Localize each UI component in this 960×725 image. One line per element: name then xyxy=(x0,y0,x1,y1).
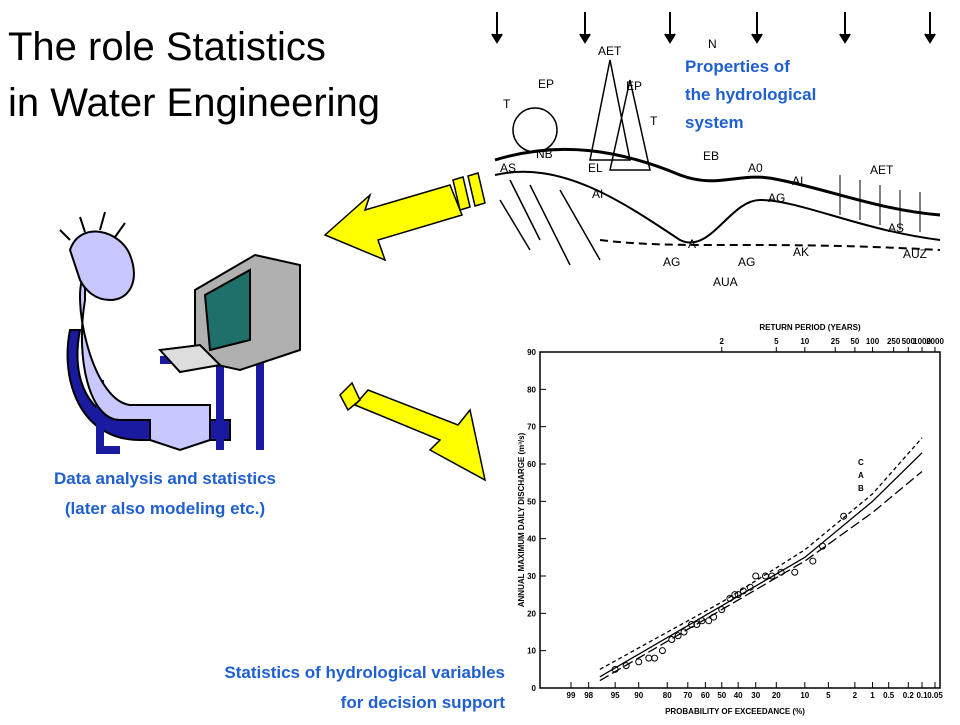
x2-axis-label: RETURN PERIOD (YEARS) xyxy=(759,323,861,332)
diagram-label: NB xyxy=(536,147,553,161)
caption: system xyxy=(685,113,744,132)
diagram-label: N xyxy=(708,37,717,51)
caption: (later also modeling etc.) xyxy=(65,499,265,518)
data-point xyxy=(658,647,666,655)
data-point xyxy=(693,621,701,629)
x2-tick-label: 10 xyxy=(800,337,809,346)
y-tick-label: 80 xyxy=(527,385,536,394)
data-point xyxy=(768,572,776,580)
data-point xyxy=(622,662,630,670)
x-tick-label: 2 xyxy=(853,691,858,700)
x2-tick-label: 2 xyxy=(720,337,725,346)
x-tick-label: 5 xyxy=(826,691,831,700)
y-axis-label: ANNUAL MAXIMUM DAILY DISCHARGE (m³/s) xyxy=(517,432,526,607)
x-tick-label: 50 xyxy=(717,691,726,700)
x-tick-label: 10 xyxy=(800,691,809,700)
caption: Properties of xyxy=(685,57,790,76)
x-tick-label: 0.1 xyxy=(916,691,928,700)
diagram-label: AS xyxy=(500,161,516,175)
diagram-label: AET xyxy=(598,44,622,58)
data-point xyxy=(840,512,848,520)
y-tick-label: 50 xyxy=(527,497,536,506)
x-tick-label: 40 xyxy=(734,691,743,700)
y-tick-label: 60 xyxy=(527,460,536,469)
curve-label: C xyxy=(858,458,864,467)
x-tick-label: 20 xyxy=(772,691,781,700)
title: The role Statistics xyxy=(8,25,326,69)
y-tick-label: 20 xyxy=(527,609,536,618)
diagram-label: AG xyxy=(768,191,785,205)
x2-tick-label: 250 xyxy=(887,337,901,346)
caption: the hydrological xyxy=(685,85,816,104)
data-point xyxy=(635,658,643,666)
y-tick-label: 30 xyxy=(527,572,536,581)
x2-tick-label: 50 xyxy=(850,337,859,346)
plot-frame xyxy=(539,351,941,689)
data-point xyxy=(752,572,760,580)
diagram-label: AI xyxy=(792,174,803,188)
diagram-label: A xyxy=(688,237,696,251)
diagram-label: AI xyxy=(592,187,603,201)
curve-label: B xyxy=(858,484,864,493)
diagram-label: EL xyxy=(588,161,603,175)
y-tick-label: 40 xyxy=(527,535,536,544)
x-axis-label: PROBABILITY OF EXCEEDANCE (%) xyxy=(665,707,805,716)
fit-curve xyxy=(599,452,923,678)
x-tick-label: 95 xyxy=(611,691,620,700)
curve-label: A xyxy=(858,471,864,480)
x2-tick-label: 500 xyxy=(902,337,916,346)
diagram-label: EP xyxy=(538,77,554,91)
x-tick-label: 90 xyxy=(634,691,643,700)
x2-tick-label: 1000 xyxy=(913,337,931,346)
arrows xyxy=(323,172,487,482)
x2-tick-label: 25 xyxy=(831,337,840,346)
x-tick-label: 70 xyxy=(683,691,692,700)
x-tick-label: 99 xyxy=(567,691,576,700)
fit-curve xyxy=(599,437,923,670)
caption: Data analysis and statistics xyxy=(54,469,276,488)
x-tick-label: 0.2 xyxy=(903,691,915,700)
hydrology-sketch xyxy=(491,12,941,266)
data-point xyxy=(668,635,676,643)
diagram-label: AK xyxy=(793,245,809,259)
person-at-computer xyxy=(59,211,301,454)
diagram-label: EB xyxy=(703,149,719,163)
data-point xyxy=(680,628,688,636)
x2-tick-label: 100 xyxy=(866,337,880,346)
data-point xyxy=(645,654,653,662)
title: in Water Engineering xyxy=(8,81,380,125)
y-tick-label: 10 xyxy=(527,647,536,656)
x-tick-label: 60 xyxy=(701,691,710,700)
fit-curve xyxy=(599,470,923,682)
data-point xyxy=(791,568,799,576)
diagram-label: A0 xyxy=(748,161,763,175)
x-tick-label: 0.5 xyxy=(883,691,895,700)
diagram-label: AUZ xyxy=(903,247,927,261)
x-tick-label: 0.05 xyxy=(927,691,943,700)
data-point xyxy=(674,632,682,640)
diagram-label: AUA xyxy=(713,275,738,289)
y-tick-label: 70 xyxy=(527,423,536,432)
x-tick-label: 1 xyxy=(870,691,875,700)
x-tick-label: 98 xyxy=(584,691,593,700)
diagram-label: T xyxy=(650,114,658,128)
caption: Statistics of hydrological variables xyxy=(224,663,505,682)
y-tick-label: 90 xyxy=(527,348,536,357)
diagram-label: EP xyxy=(626,79,642,93)
data-point xyxy=(809,557,817,565)
x-tick-label: 80 xyxy=(663,691,672,700)
x-tick-label: 30 xyxy=(751,691,760,700)
data-point xyxy=(651,654,659,662)
x2-tick-label: 5 xyxy=(774,337,779,346)
diagram-label: T xyxy=(503,97,511,111)
diagram-label: AS xyxy=(888,221,904,235)
diagram-label: AG xyxy=(738,255,755,269)
caption: for decision support xyxy=(341,693,506,712)
y-tick-label: 0 xyxy=(532,684,537,693)
data-point xyxy=(705,617,713,625)
diagram-label: AET xyxy=(870,163,894,177)
x2-tick-label: 2000 xyxy=(926,337,944,346)
diagram-label: AG xyxy=(663,255,680,269)
